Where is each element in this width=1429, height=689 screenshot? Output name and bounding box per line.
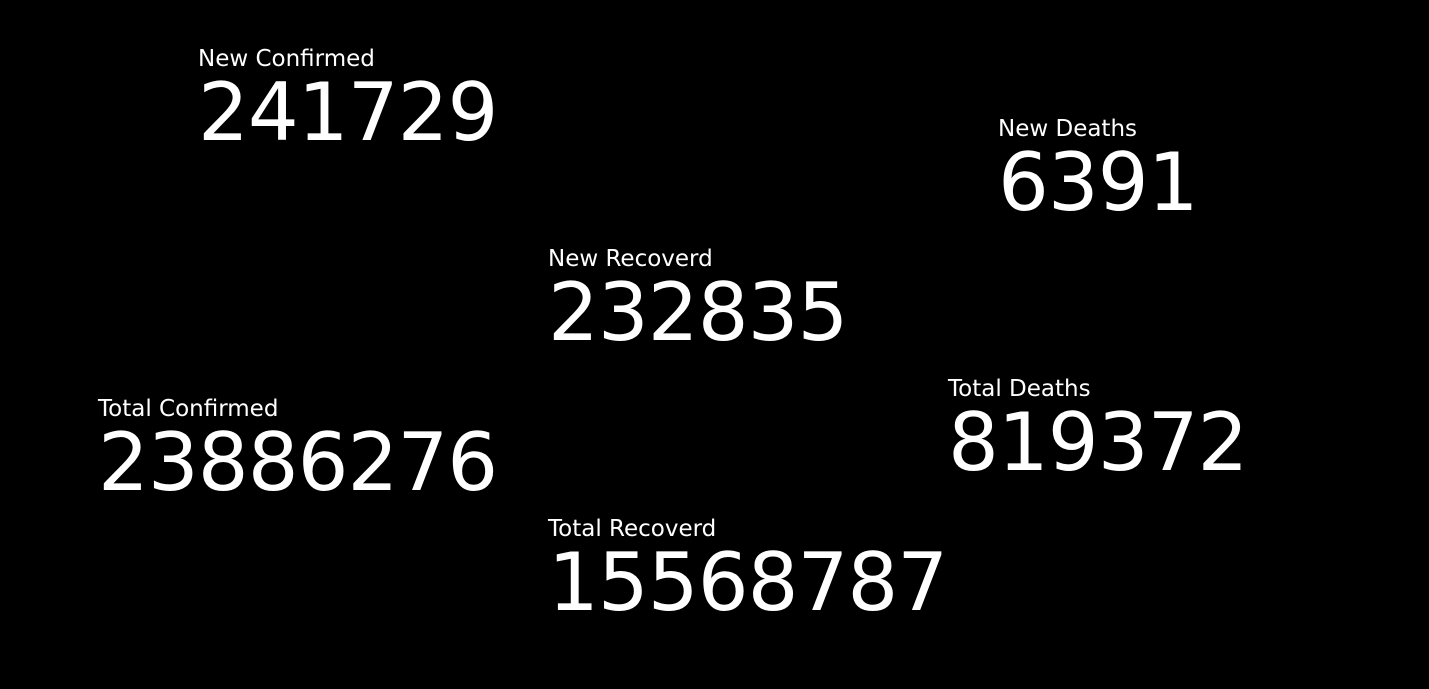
new-recovered-stat: New Recoverd 232835	[548, 246, 848, 359]
total-recovered-stat: Total Recoverd 15568787	[548, 516, 948, 629]
new-confirmed-value: 241729	[198, 66, 498, 159]
new-confirmed-label: New Confirmed	[198, 46, 375, 72]
new-deaths-stat: New Deaths 6391	[998, 116, 1199, 229]
new-confirmed-stat: New Confirmed 241729	[198, 46, 498, 159]
new-deaths-value: 6391	[998, 136, 1199, 229]
total-recovered-value: 15568787	[548, 536, 948, 629]
total-confirmed-label: Total Confirmed	[98, 396, 279, 422]
total-confirmed-stat: Total Confirmed 23886276	[98, 396, 498, 509]
new-deaths-label: New Deaths	[998, 116, 1138, 142]
total-deaths-value: 819372	[948, 396, 1248, 489]
total-deaths-label: Total Deaths	[948, 376, 1091, 402]
new-recovered-label: New Recoverd	[548, 246, 713, 272]
total-deaths-stat: Total Deaths 819372	[948, 376, 1248, 489]
total-confirmed-value: 23886276	[98, 416, 498, 509]
total-recovered-label: Total Recoverd	[548, 516, 717, 542]
new-recovered-value: 232835	[548, 266, 848, 359]
